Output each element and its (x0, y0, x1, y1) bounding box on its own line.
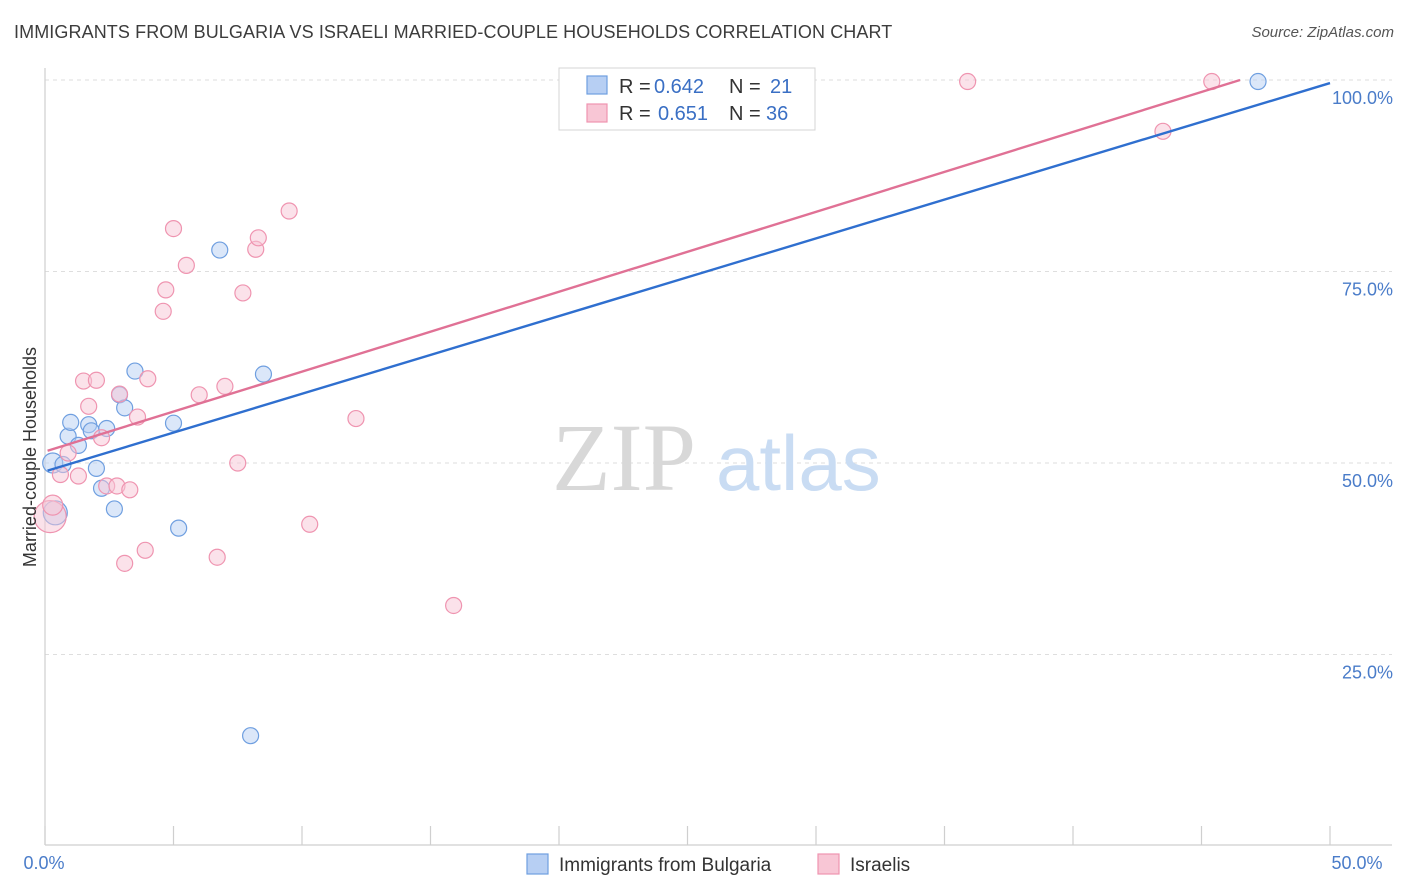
series-legend: Immigrants from Bulgaria Israelis (526, 853, 910, 876)
legend-n-value-2: 36 (766, 103, 788, 125)
y-tick-label-1: 50.0% (1342, 471, 1393, 491)
legend-r-label-2: R = (619, 103, 651, 125)
bulgaria-point-17 (211, 241, 229, 259)
legend-n-value-1: 21 (770, 76, 792, 98)
legend-swatch-bulgaria (586, 75, 608, 95)
series-legend-label-israelis: Israelis (850, 855, 910, 876)
bulgaria-point-20 (1249, 72, 1267, 91)
bulgaria-point-15 (164, 414, 183, 432)
stats-legend: R = 0.642 N = 21 R = 0.651 N = 36 (558, 67, 816, 131)
israelis-point-29 (301, 515, 319, 533)
y-tick-label-2: 75.0% (1342, 280, 1393, 300)
israelis-trend-line (47, 78, 1241, 452)
x-tick-label-min: 0.0% (23, 853, 64, 873)
israelis-point-22 (208, 548, 226, 566)
y-axis-title: Married-couple Households (20, 347, 40, 567)
israelis-point-16 (139, 370, 157, 388)
gridlines (45, 79, 1392, 655)
israelis-point-11 (110, 385, 129, 403)
israelis-point-31 (445, 596, 463, 615)
series-legend-swatch-bulgaria (526, 853, 549, 875)
legend-n-label-1: N = (729, 76, 761, 98)
bulgaria-point-19 (254, 365, 273, 383)
watermark-zip: ZIP (552, 404, 696, 511)
bulgaria-point-8 (87, 459, 106, 477)
bulgaria-trend-line (47, 81, 1331, 472)
data-points (33, 72, 1267, 745)
series-legend-label-bulgaria: Immigrants from Bulgaria (559, 855, 772, 876)
y-tick-label-3: 100.0% (1332, 88, 1393, 108)
israelis-point-3 (59, 444, 77, 462)
legend-swatch-israelis (586, 103, 608, 123)
source-credit: Source: ZipAtlas.com (1251, 24, 1394, 41)
israelis-point-27 (249, 229, 267, 247)
israelis-point-23 (216, 377, 234, 395)
israelis-point-1 (42, 494, 64, 516)
trend-lines (47, 78, 1331, 472)
bulgaria-point-4 (62, 413, 80, 432)
israelis-point-4 (69, 467, 88, 485)
israelis-point-28 (280, 202, 298, 220)
y-tick-label-0: 25.0% (1342, 663, 1393, 683)
israelis-point-30 (347, 409, 365, 428)
chart-title: IMMIGRANTS FROM BULGARIA VS ISRAELI MARR… (14, 22, 893, 42)
israelis-point-15 (136, 541, 154, 559)
israelis-point-17 (154, 302, 172, 320)
bulgaria-point-18 (242, 727, 260, 745)
legend-n-label-2: N = (729, 103, 761, 125)
y-axis-tick-labels: 25.0% 50.0% 75.0% 100.0% (1332, 88, 1393, 683)
israelis-point-24 (229, 454, 247, 472)
x-tick-label-max: 50.0% (1331, 853, 1382, 873)
israelis-point-13 (121, 481, 139, 499)
israelis-point-20 (177, 256, 195, 274)
israelis-point-18 (157, 281, 175, 299)
bulgaria-point-11 (105, 500, 123, 518)
legend-r-label-1: R = (619, 76, 651, 98)
israelis-point-7 (87, 371, 106, 389)
israelis-point-25 (234, 284, 252, 302)
israelis-point-32 (959, 72, 977, 91)
bulgaria-point-14 (126, 362, 144, 380)
israelis-point-12 (116, 554, 134, 572)
legend-r-value-2: 0.651 (658, 103, 708, 125)
israelis-point-21 (190, 386, 208, 404)
x-axis-ticks (44, 826, 1331, 845)
israelis-point-6 (80, 397, 98, 415)
legend-r-value-1: 0.642 (654, 76, 704, 98)
watermark-atlas: atlas (716, 419, 881, 507)
series-legend-swatch-israelis (817, 853, 840, 875)
israelis-point-19 (164, 220, 183, 238)
bulgaria-point-16 (170, 519, 188, 537)
